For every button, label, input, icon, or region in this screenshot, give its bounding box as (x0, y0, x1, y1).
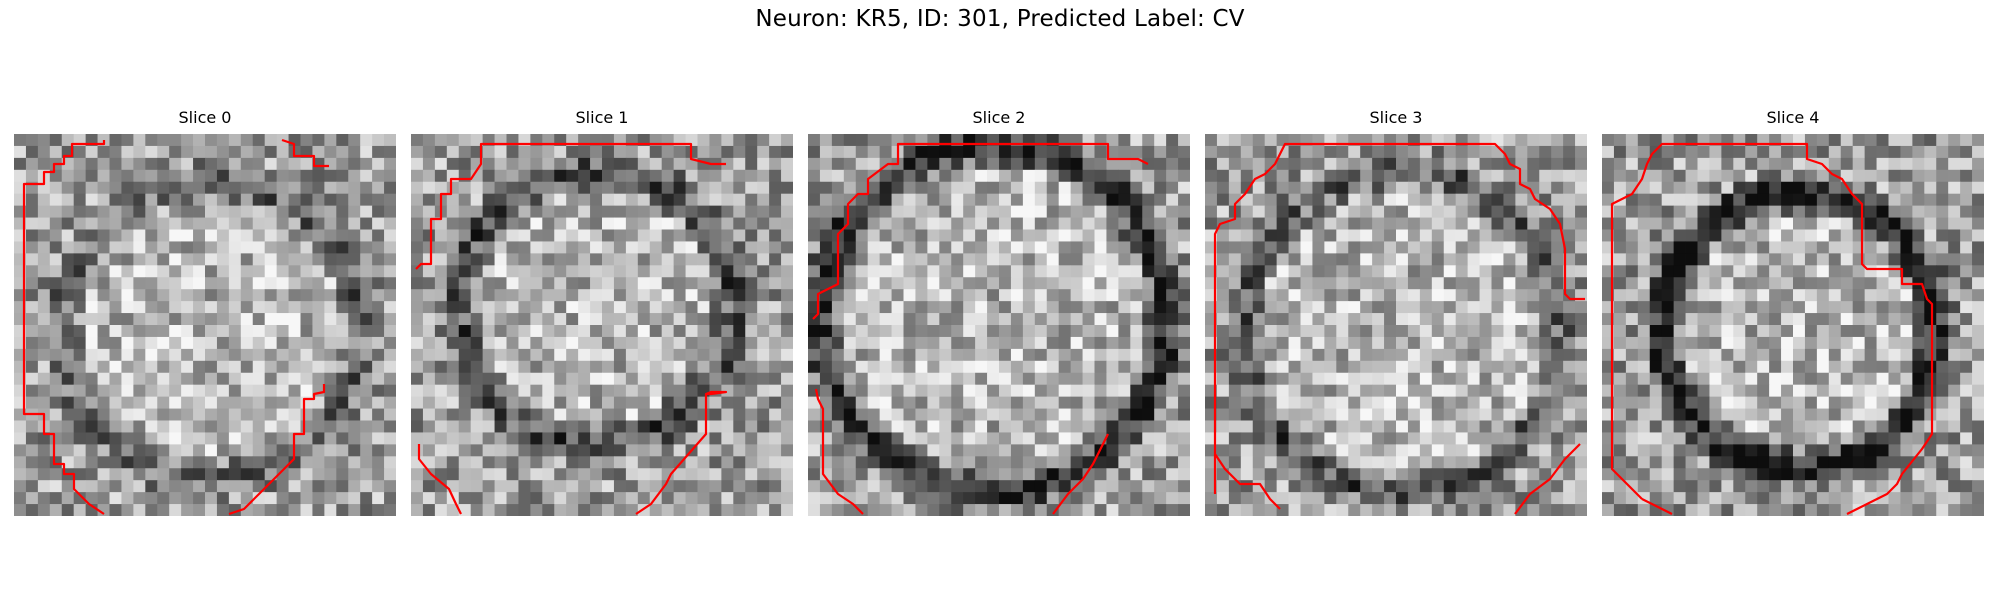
slice-title: Slice 3 (1369, 108, 1423, 127)
slice-image (1602, 134, 1984, 516)
slice-title: Slice 4 (1766, 108, 1820, 127)
slice-image (14, 134, 396, 516)
contour-line (1213, 142, 1585, 515)
slice-image (808, 134, 1190, 516)
contour-line (415, 142, 728, 515)
slice-title: Slice 0 (178, 108, 232, 127)
contour-line (812, 142, 1149, 515)
contour-line (1610, 142, 1934, 515)
figure-title: Neuron: KR5, ID: 301, Predicted Label: C… (755, 6, 1245, 32)
slice-title: Slice 2 (972, 108, 1026, 127)
slice-image (411, 134, 793, 516)
slice-title: Slice 1 (575, 108, 629, 127)
contour-line (22, 138, 329, 516)
slice-image (1205, 134, 1587, 516)
